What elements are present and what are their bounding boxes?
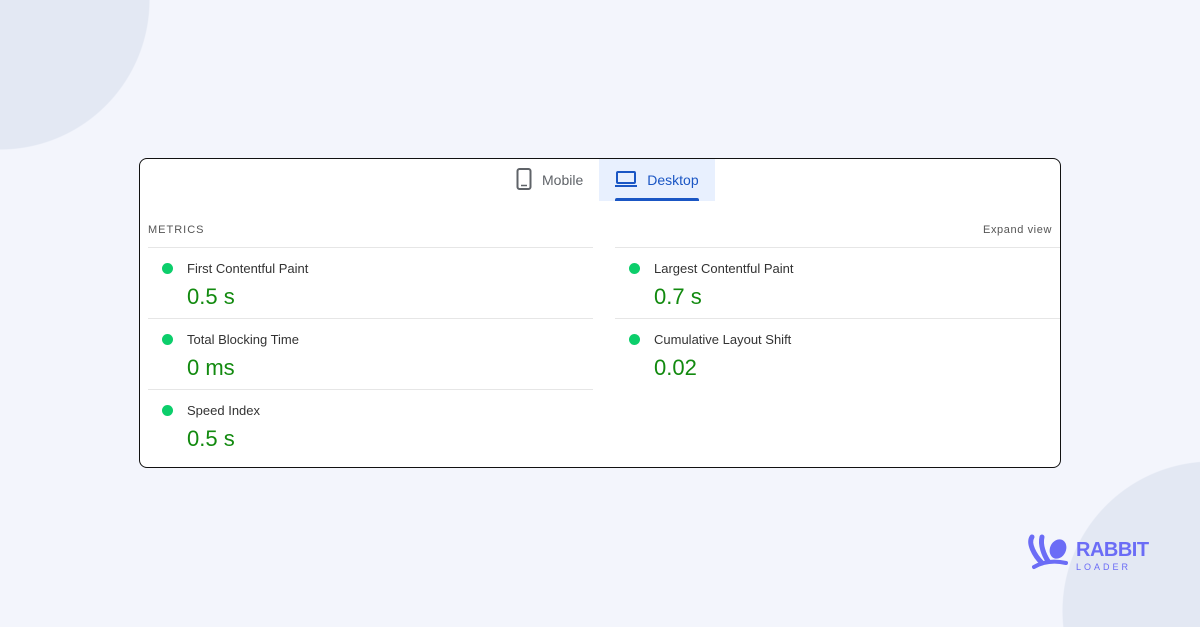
- metric-value: 0.02: [654, 355, 697, 380]
- section-title: METRICS: [148, 224, 205, 236]
- logo-line2: LOADER: [1076, 561, 1132, 572]
- metric-name: First Contentful Paint: [187, 261, 309, 276]
- rabbit-ears-icon: [1026, 533, 1072, 578]
- status-dot-icon: [629, 263, 640, 274]
- background-circle: [1062, 461, 1200, 627]
- status-dot-icon: [162, 334, 173, 345]
- rabbit-loader-logo: RABBIT LOADER: [1026, 533, 1149, 578]
- tab-label: Desktop: [647, 172, 699, 188]
- metric-name: Cumulative Layout Shift: [654, 332, 792, 347]
- metrics-card: Mobile Desktop METRICS Expand view First…: [139, 158, 1061, 468]
- tab-desktop[interactable]: Desktop: [599, 159, 715, 201]
- logo-line1: RABBIT: [1076, 538, 1149, 561]
- expand-view-link[interactable]: Expand view: [983, 224, 1052, 236]
- metric-item: Largest Contentful Paint 0.7 s: [615, 247, 1060, 318]
- metric-value: 0.5 s: [187, 426, 235, 451]
- metric-item: Total Blocking Time 0 ms: [148, 318, 593, 389]
- metrics-column-left: First Contentful Paint 0.5 s Total Blocki…: [148, 247, 593, 460]
- tab-label: Mobile: [542, 172, 584, 188]
- status-dot-icon: [162, 263, 173, 274]
- metric-name: Total Blocking Time: [187, 332, 299, 347]
- metric-value: 0.7 s: [654, 284, 702, 309]
- metric-name: Speed Index: [187, 403, 261, 418]
- metric-item: Speed Index 0.5 s: [148, 389, 593, 460]
- metric-item: Cumulative Layout Shift 0.02: [615, 318, 1060, 389]
- metric-name: Largest Contentful Paint: [654, 261, 794, 276]
- metric-value: 0 ms: [187, 355, 235, 380]
- status-dot-icon: [629, 334, 640, 345]
- background-circle: [0, 0, 150, 150]
- metric-value: 0.5 s: [187, 284, 235, 309]
- status-dot-icon: [162, 405, 173, 416]
- device-tabs: Mobile Desktop: [500, 159, 715, 201]
- tab-mobile[interactable]: Mobile: [500, 159, 599, 201]
- laptop-icon: [615, 170, 638, 191]
- metrics-column-right: Largest Contentful Paint 0.7 s Cumulative…: [615, 247, 1060, 389]
- metric-item: First Contentful Paint 0.5 s: [148, 247, 593, 318]
- phone-icon: [516, 167, 532, 193]
